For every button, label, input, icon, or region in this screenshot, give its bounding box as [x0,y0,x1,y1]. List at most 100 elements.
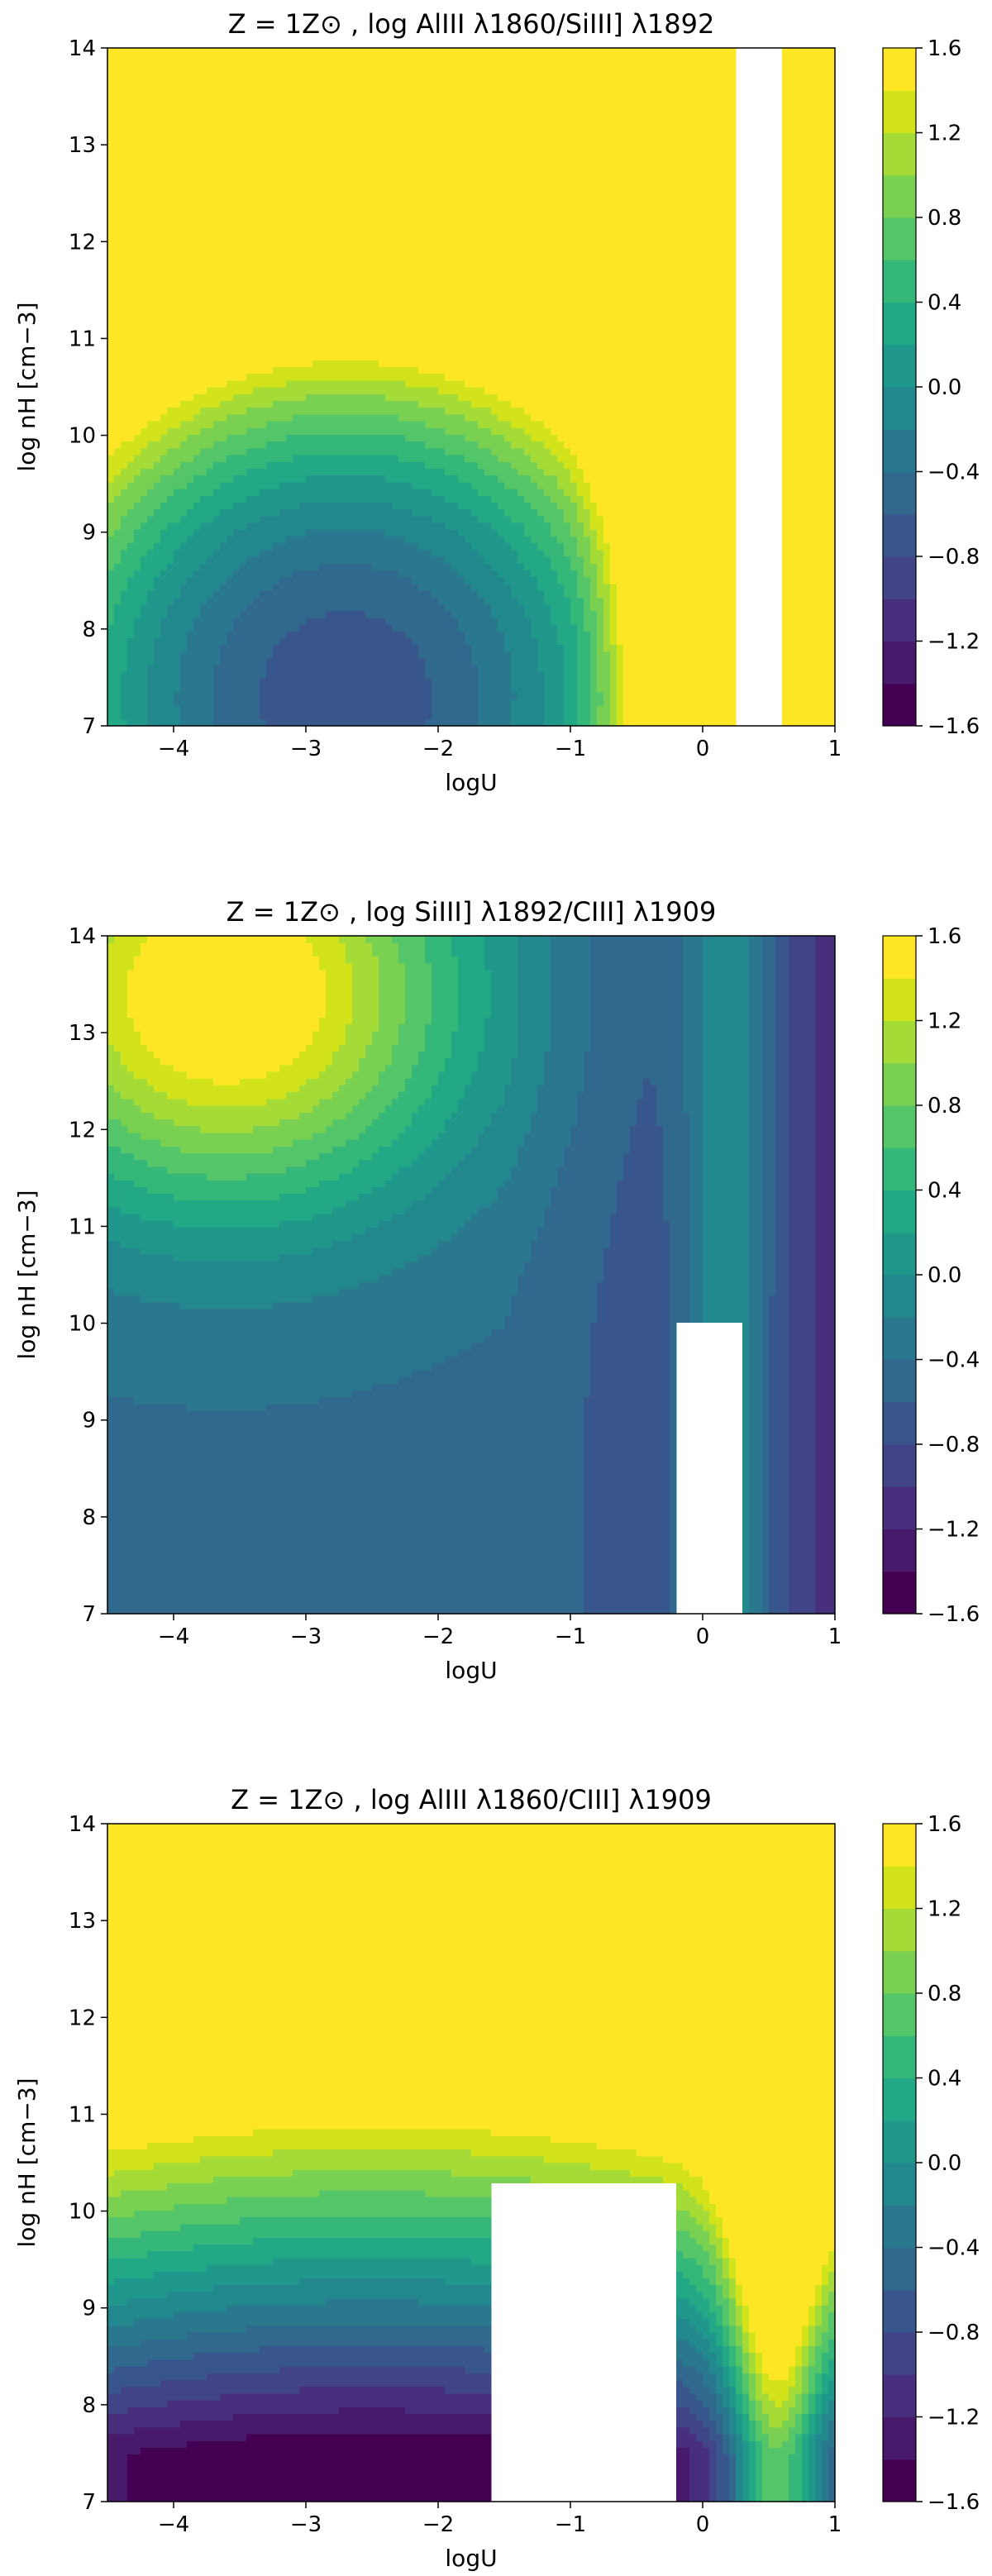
contour-cell [200,407,207,415]
contour-cell [339,102,346,110]
contour-cell [220,108,227,117]
contour-cell [359,265,366,273]
contour-cell [425,651,432,659]
contour-cell [346,169,353,178]
contour-cell [372,522,379,530]
contour-cell [114,387,122,394]
contour-cell [147,190,155,198]
contour-cell [141,190,148,198]
contour-cell [240,142,247,150]
contour-cell [405,136,413,144]
contour-cell [260,102,267,110]
contour-cell [200,522,207,530]
contour-cell [180,55,188,62]
contour-cell [312,508,320,517]
contour-cell [293,373,300,381]
contour-cell [372,508,379,517]
contour-cell [220,265,227,273]
contour-cell [174,48,181,55]
contour-cell [299,82,307,89]
contour-cell [147,576,155,584]
contour-cell [253,129,260,137]
contour-cell [306,360,313,367]
contour-cell [193,515,201,523]
contour-cell [346,312,353,320]
contour-cell [312,61,320,69]
contour-cell [405,413,413,422]
contour-cell [160,360,168,367]
contour-cell [167,136,174,144]
contour-cell [299,542,307,551]
contour-cell [418,441,426,449]
contour-cell [398,475,406,483]
contour-cell [425,379,432,388]
contour-cell [319,136,327,144]
contour-cell [418,712,426,720]
contour-cell [346,434,353,442]
contour-cell [299,678,307,686]
contour-cell [286,631,293,638]
contour-cell [253,495,260,503]
contour-cell [233,142,241,150]
contour-cell [405,150,413,157]
contour-cell [293,136,300,144]
contour-cell [154,129,161,137]
contour-cell [339,68,346,76]
contour-cell [167,55,174,62]
contour-cell [141,366,148,374]
contour-cell [107,319,115,327]
contour-cell [286,495,293,503]
contour-cell [425,556,432,564]
contour-cell [352,549,360,557]
contour-cell [114,542,122,551]
contour-cell [425,48,432,55]
contour-cell [227,197,234,205]
contour-cell [227,712,234,720]
contour-cell [319,265,327,273]
contour-cell [398,251,406,259]
contour-cell [260,366,267,374]
contour-cell [273,658,280,665]
contour-cell [346,379,353,388]
contour-cell [174,169,181,178]
contour-cell [359,292,366,299]
contour-cell [207,319,214,327]
contour-cell [200,116,207,123]
contour-cell [147,685,155,693]
contour-cell [233,319,241,327]
contour-cell [114,570,122,578]
contour-cell [326,319,333,327]
contour-cell [286,319,293,327]
contour-cell [425,305,432,313]
contour-cell [127,74,135,83]
contour-cell [385,353,393,360]
contour-cell [193,583,201,591]
contour-cell [174,556,181,564]
contour-cell [312,176,320,184]
contour-cell [107,122,115,130]
contour-cell [365,142,373,150]
contour-cell [147,244,155,252]
contour-cell [240,360,247,367]
contour-cell [107,251,115,259]
contour-cell [121,176,128,184]
contour-cell [141,292,148,299]
contour-cell [319,400,327,408]
contour-cell [107,176,115,184]
contour-cell [339,699,346,706]
contour-cell [160,394,168,401]
contour-cell [180,332,188,341]
contour-cell [286,74,293,83]
contour-cell [332,718,340,727]
contour-cell [273,224,280,231]
contour-cell [299,394,307,401]
contour-cell [432,441,439,449]
contour-cell [392,373,399,381]
contour-cell [114,61,122,69]
contour-cell [246,251,254,259]
contour-cell [227,224,234,231]
contour-cell [319,360,327,367]
contour-cell [286,461,293,469]
contour-cell [233,692,241,699]
contour-cell [160,95,168,103]
